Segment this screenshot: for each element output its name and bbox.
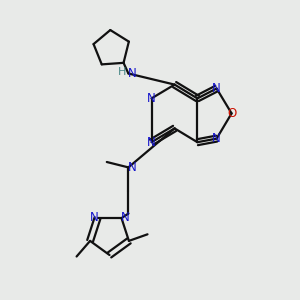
Text: O: O xyxy=(227,107,236,120)
Text: N: N xyxy=(147,136,156,149)
Text: N: N xyxy=(128,161,136,174)
Text: N: N xyxy=(128,67,136,80)
Text: N: N xyxy=(212,82,221,95)
Text: H: H xyxy=(118,67,126,77)
Text: N: N xyxy=(147,92,156,105)
Text: N: N xyxy=(121,211,130,224)
Text: N: N xyxy=(212,132,221,145)
Text: N: N xyxy=(89,211,98,224)
